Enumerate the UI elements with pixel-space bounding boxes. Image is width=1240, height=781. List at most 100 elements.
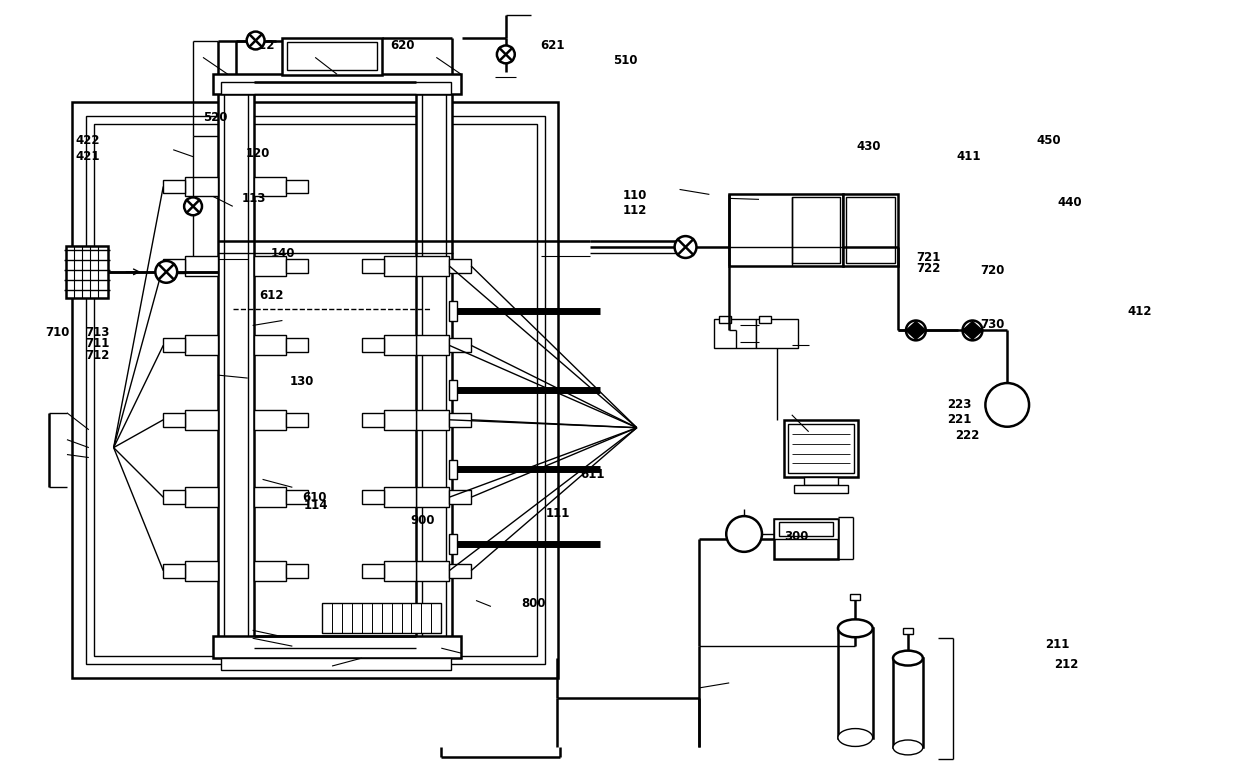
Text: 712: 712 [86,349,110,362]
Bar [286,564,309,578]
Text: 221: 221 [947,413,972,426]
Bar [221,82,451,95]
Text: 112: 112 [622,204,647,217]
Bar [383,561,417,580]
Text: 713: 713 [86,326,110,339]
Text: 422: 422 [76,134,100,148]
Bar [784,420,858,477]
Bar [322,604,441,633]
Bar [254,335,286,355]
Bar [417,335,449,355]
Text: 130: 130 [290,375,315,387]
Bar [417,487,449,507]
Bar [851,594,861,600]
Bar [254,561,286,580]
Bar [254,177,286,196]
Bar [759,316,771,323]
Text: 621: 621 [539,39,564,52]
Text: 720: 720 [981,264,1006,276]
Bar [729,194,843,266]
Text: 620: 620 [389,39,414,52]
Bar [449,259,471,273]
Circle shape [184,198,202,216]
Bar [383,410,417,430]
Bar [903,628,913,634]
Polygon shape [906,330,926,340]
Text: 900: 900 [410,514,435,527]
Bar [362,259,383,273]
Bar [66,246,108,298]
Bar [449,338,471,352]
Text: 450: 450 [1037,134,1060,148]
Bar [185,410,218,430]
Text: 800: 800 [522,597,546,610]
Text: 611: 611 [580,468,605,481]
Bar [417,410,449,430]
Text: 222: 222 [955,429,980,442]
Bar [847,198,895,263]
Bar [417,256,449,276]
Circle shape [675,236,697,258]
Text: 610: 610 [303,491,327,504]
Bar [286,413,309,426]
Bar [449,564,471,578]
Bar [893,658,923,747]
Text: 212: 212 [1054,658,1079,671]
Bar [185,256,218,276]
Bar [417,82,453,638]
Bar [254,487,286,507]
Bar [843,194,898,266]
Text: 520: 520 [202,111,227,124]
Bar [86,116,544,664]
Bar [213,74,461,95]
Bar [779,522,833,536]
Bar [449,413,471,426]
Text: 223: 223 [947,398,972,411]
Polygon shape [906,322,926,330]
Text: 300: 300 [784,530,808,543]
Bar [838,628,873,737]
Bar [164,180,185,194]
Bar [787,424,854,473]
Bar [774,519,838,539]
Bar [164,259,185,273]
Polygon shape [962,322,982,330]
Circle shape [155,261,177,283]
Bar [283,37,382,75]
Bar [254,410,286,430]
Bar [72,102,558,678]
Bar [224,82,248,638]
Text: 114: 114 [304,499,329,512]
Bar [164,490,185,505]
Circle shape [986,383,1029,426]
Circle shape [247,31,264,49]
Bar [362,490,383,505]
Bar [423,82,446,638]
Text: 421: 421 [76,150,100,162]
Circle shape [497,45,515,63]
Bar [164,564,185,578]
Bar [362,338,383,352]
Bar [417,561,449,580]
Bar [756,319,797,348]
Ellipse shape [893,740,923,755]
Bar [221,658,451,670]
Bar [362,413,383,426]
Ellipse shape [893,651,923,665]
Bar [185,177,218,196]
Text: 622: 622 [250,39,275,52]
Bar [254,256,286,276]
Bar [213,637,461,658]
Bar [218,82,254,638]
Text: 722: 722 [916,262,941,275]
Bar [362,564,383,578]
Bar [449,490,471,505]
Bar [286,338,309,352]
Bar [719,316,732,323]
Text: 411: 411 [956,150,981,162]
Text: 440: 440 [1056,196,1081,209]
Text: 113: 113 [242,192,267,205]
Text: 430: 430 [857,140,880,153]
Text: 510: 510 [613,55,637,67]
Bar [383,335,417,355]
